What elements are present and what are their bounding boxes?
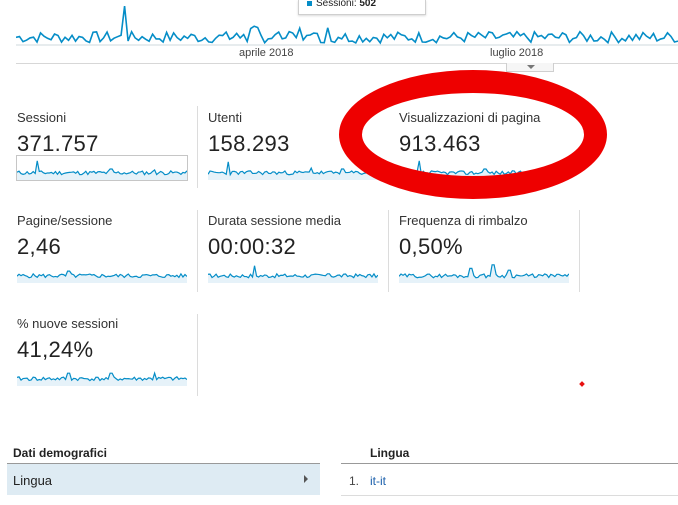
metric-nuove-sessioni[interactable]: % nuove sessioni 41,24% xyxy=(17,316,195,396)
metric-label: Visualizzazioni di pagina xyxy=(399,110,541,125)
dimension-row-lingua[interactable]: Lingua xyxy=(7,464,320,495)
metric-value: 41,24% xyxy=(17,337,94,362)
metric-visualizzazioni-pagina[interactable]: Visualizzazioni di pagina 913.463 xyxy=(399,110,577,190)
red-dot-mark xyxy=(579,381,585,387)
demographics-rule xyxy=(7,463,320,464)
row-rank: 1. xyxy=(349,474,360,488)
sparkline-rimbalzo xyxy=(399,264,569,283)
metric-value: 158.293 xyxy=(208,131,290,156)
metric-divider xyxy=(579,210,580,292)
metric-durata-sessione[interactable]: Durata sessione media 00:00:32 xyxy=(208,213,386,293)
sparkline-line xyxy=(17,371,187,382)
sparkline-area xyxy=(399,160,569,180)
sparkline-nuove-sessioni xyxy=(17,371,187,386)
metric-label: Utenti xyxy=(208,110,242,125)
metric-utenti[interactable]: Utenti 158.293 xyxy=(208,110,386,190)
sparkline-area xyxy=(208,265,378,283)
metric-label: Durata sessione media xyxy=(208,213,341,228)
chevron-right-icon xyxy=(304,475,308,483)
metric-label: % nuove sessioni xyxy=(17,316,119,331)
metric-label: Sessioni xyxy=(17,110,67,125)
chart-tooltip: Sessioni: 502 xyxy=(298,0,426,15)
language-table-rule xyxy=(341,463,678,464)
overview-chart[interactable]: aprile 2018 luglio 2018 xyxy=(16,0,678,62)
metric-label: Pagine/sessione xyxy=(17,213,113,228)
x-axis-label-july: luglio 2018 xyxy=(490,47,544,59)
metric-value: 00:00:32 xyxy=(208,234,297,259)
sparkline-durata xyxy=(208,265,378,283)
language-link[interactable]: it-it xyxy=(370,474,386,488)
metric-frequenza-rimbalzo[interactable]: Frequenza di rimbalzo 0,50% xyxy=(399,213,577,293)
sparkline-area xyxy=(208,161,378,180)
language-table-title: Lingua xyxy=(370,446,410,460)
metric-pagine-sessione[interactable]: Pagine/sessione 2,46 xyxy=(17,213,195,293)
metric-label: Frequenza di rimbalzo xyxy=(399,213,528,228)
sparkline-line xyxy=(17,160,187,176)
tooltip-value: 502 xyxy=(359,0,377,9)
sparkline-area xyxy=(399,264,569,283)
metric-sessioni[interactable]: Sessioni 371.757 xyxy=(16,110,195,190)
tooltip-series-name: Sessioni xyxy=(316,0,354,9)
metric-divider xyxy=(388,210,389,292)
sparkline-area xyxy=(17,373,187,386)
collapse-chart-button[interactable] xyxy=(506,63,554,72)
overview-series-line xyxy=(16,6,678,45)
metric-value: 913.463 xyxy=(399,131,481,156)
sparkline-utenti xyxy=(208,161,378,180)
metric-value: 371.757 xyxy=(17,131,99,156)
sparkline-area xyxy=(17,271,187,283)
sparkline-pagine-sessione xyxy=(17,270,187,283)
demographics-title: Dati demografici xyxy=(13,446,108,460)
sparkline-line xyxy=(399,264,569,279)
chart-divider xyxy=(16,63,678,64)
metric-divider xyxy=(197,314,198,396)
x-axis-label-april: aprile 2018 xyxy=(239,47,294,59)
series-swatch-icon xyxy=(307,0,312,6)
sparkline-area xyxy=(17,160,187,180)
sparkline-line xyxy=(17,270,187,279)
sparkline-line xyxy=(208,265,378,279)
sparkline-sessioni xyxy=(16,155,188,181)
metric-divider xyxy=(197,210,198,292)
table-row: 1. it-it xyxy=(341,464,678,496)
metric-divider xyxy=(197,106,198,188)
dimension-label: Lingua xyxy=(13,473,53,488)
sparkline-line xyxy=(399,160,569,176)
metric-value: 2,46 xyxy=(17,234,62,259)
sparkline-visualizzazioni xyxy=(399,160,569,180)
metric-value: 0,50% xyxy=(399,234,463,259)
overview-line-chart xyxy=(16,6,678,46)
